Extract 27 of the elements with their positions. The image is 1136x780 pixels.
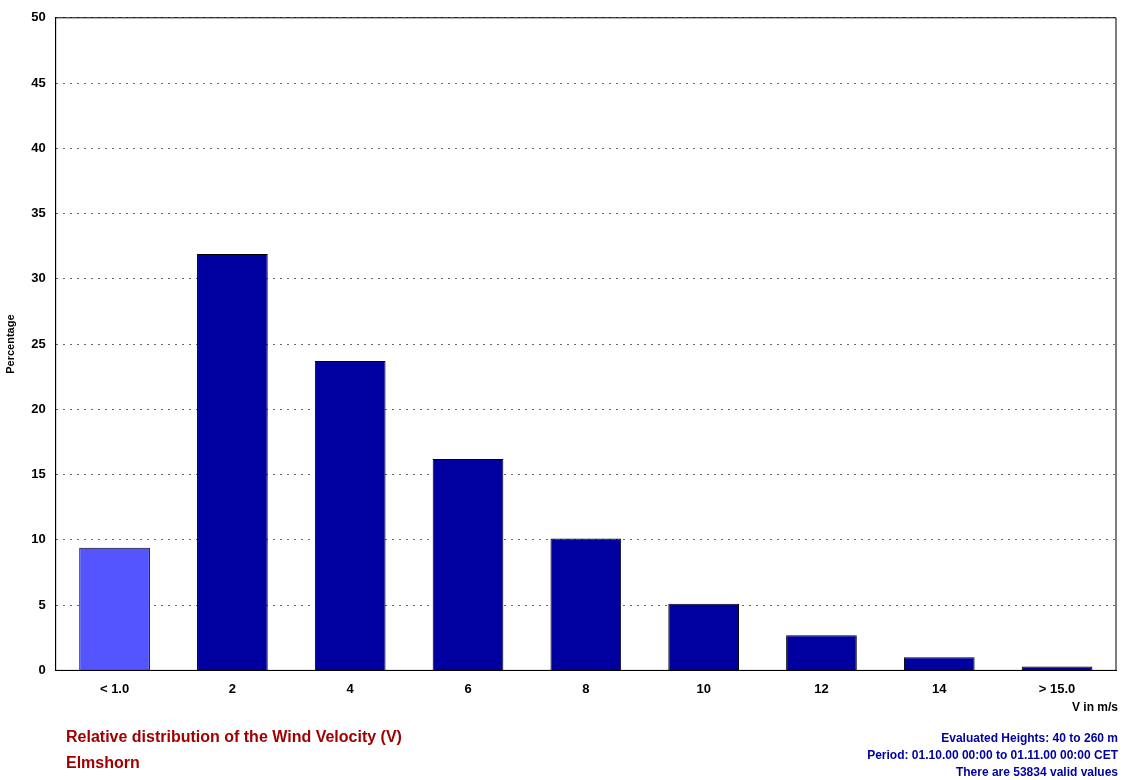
x-tick-label: 8 [582,680,590,696]
y-tick-label: 30 [31,270,46,286]
text: Period: 01.10.00 00:00 to 01.11.00 00:00 CET [867,747,1118,764]
x-tick-label: 12 [814,680,829,696]
y-tick-label: 45 [31,74,46,90]
text: Relative distribution of the Wind Velocity (V) [66,728,402,746]
text: Elmshorn [66,754,140,772]
x-tick-label: < 1.0 [99,680,130,696]
x-tick-label: 14 [932,680,948,696]
x-tick-label: 2 [228,680,236,696]
y-tick-label: 25 [31,335,46,351]
x-tick-label: 6 [464,680,472,696]
y-tick-label: 10 [31,531,46,547]
y-tick-label: 15 [31,466,46,482]
y-tick-label: 50 [31,9,46,25]
y-tick-label: 0 [38,661,46,677]
y-tick-label: 20 [31,400,46,416]
y-tick-label: 40 [31,139,46,155]
y-tick-label: 35 [31,205,46,221]
text: There are 53834 valid values [954,764,1118,780]
x-tick-label: > 15.0 [1038,680,1076,696]
x-tick-label: 4 [346,680,355,696]
x-tick-label: 10 [696,680,711,696]
y-axis-title: Percentage [3,314,16,374]
text: Evaluated Heights: 40 to 260 m [940,730,1118,747]
x-axis-title: V in m/s [1071,700,1118,714]
y-tick-label: 5 [38,596,46,612]
